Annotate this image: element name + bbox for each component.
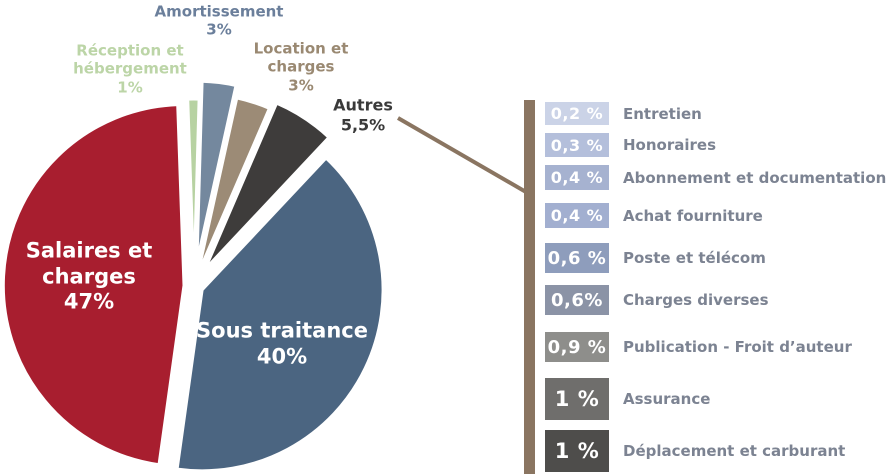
breakdown-label-honoraires: Honoraires <box>623 136 717 154</box>
breakdown-label-assurance: Assurance <box>623 390 711 408</box>
breakdown-badge-poste-et-telecom: 0,6 % <box>545 243 609 273</box>
breakdown-badge-entretien: 0,2 % <box>545 102 609 125</box>
pie-slice-amortissement <box>195 79 238 264</box>
breakdown-badge-honoraires: 0,3 % <box>545 133 609 157</box>
breakdown-badge-deplacement-et-carburant: 1 % <box>545 430 609 472</box>
pie-slice-autres <box>203 101 331 271</box>
breakdown-bracket-bar <box>524 100 535 474</box>
breakdown-label-achat-fourniture: Achat fourniture <box>623 206 763 225</box>
breakdown-label-charges-diverses: Charges diverses <box>623 291 769 309</box>
pie-slice-salaires-et-charges <box>1 103 186 467</box>
breakdown-label-publication-froit-d-auteur: Publication - Froit d’auteur <box>623 338 852 356</box>
breakdown-badge-assurance: 1 % <box>545 378 609 420</box>
breakdown-label-abonnement-et-documentation: Abonnement et documentation <box>623 168 887 187</box>
breakdown-label-entretien: Entretien <box>623 104 702 123</box>
breakdown-label-poste-et-telecom: Poste et télécom <box>623 249 766 267</box>
breakdown-badge-publication-froit-d-auteur: 0,9 % <box>545 332 609 362</box>
breakdown-badge-charges-diverses: 0,6% <box>545 285 609 315</box>
pie-slice-reception-et-hebergement <box>186 97 201 282</box>
breakdown-label-deplacement-et-carburant: Déplacement et carburant <box>623 442 846 460</box>
breakdown-leader-line <box>396 116 528 194</box>
pie-slice-location-et-charges <box>196 96 271 277</box>
pie-slice-sous-traitance <box>175 156 385 473</box>
breakdown-badge-abonnement-et-documentation: 0,4 % <box>545 165 609 190</box>
breakdown-badge-achat-fourniture: 0,4 % <box>545 203 609 228</box>
